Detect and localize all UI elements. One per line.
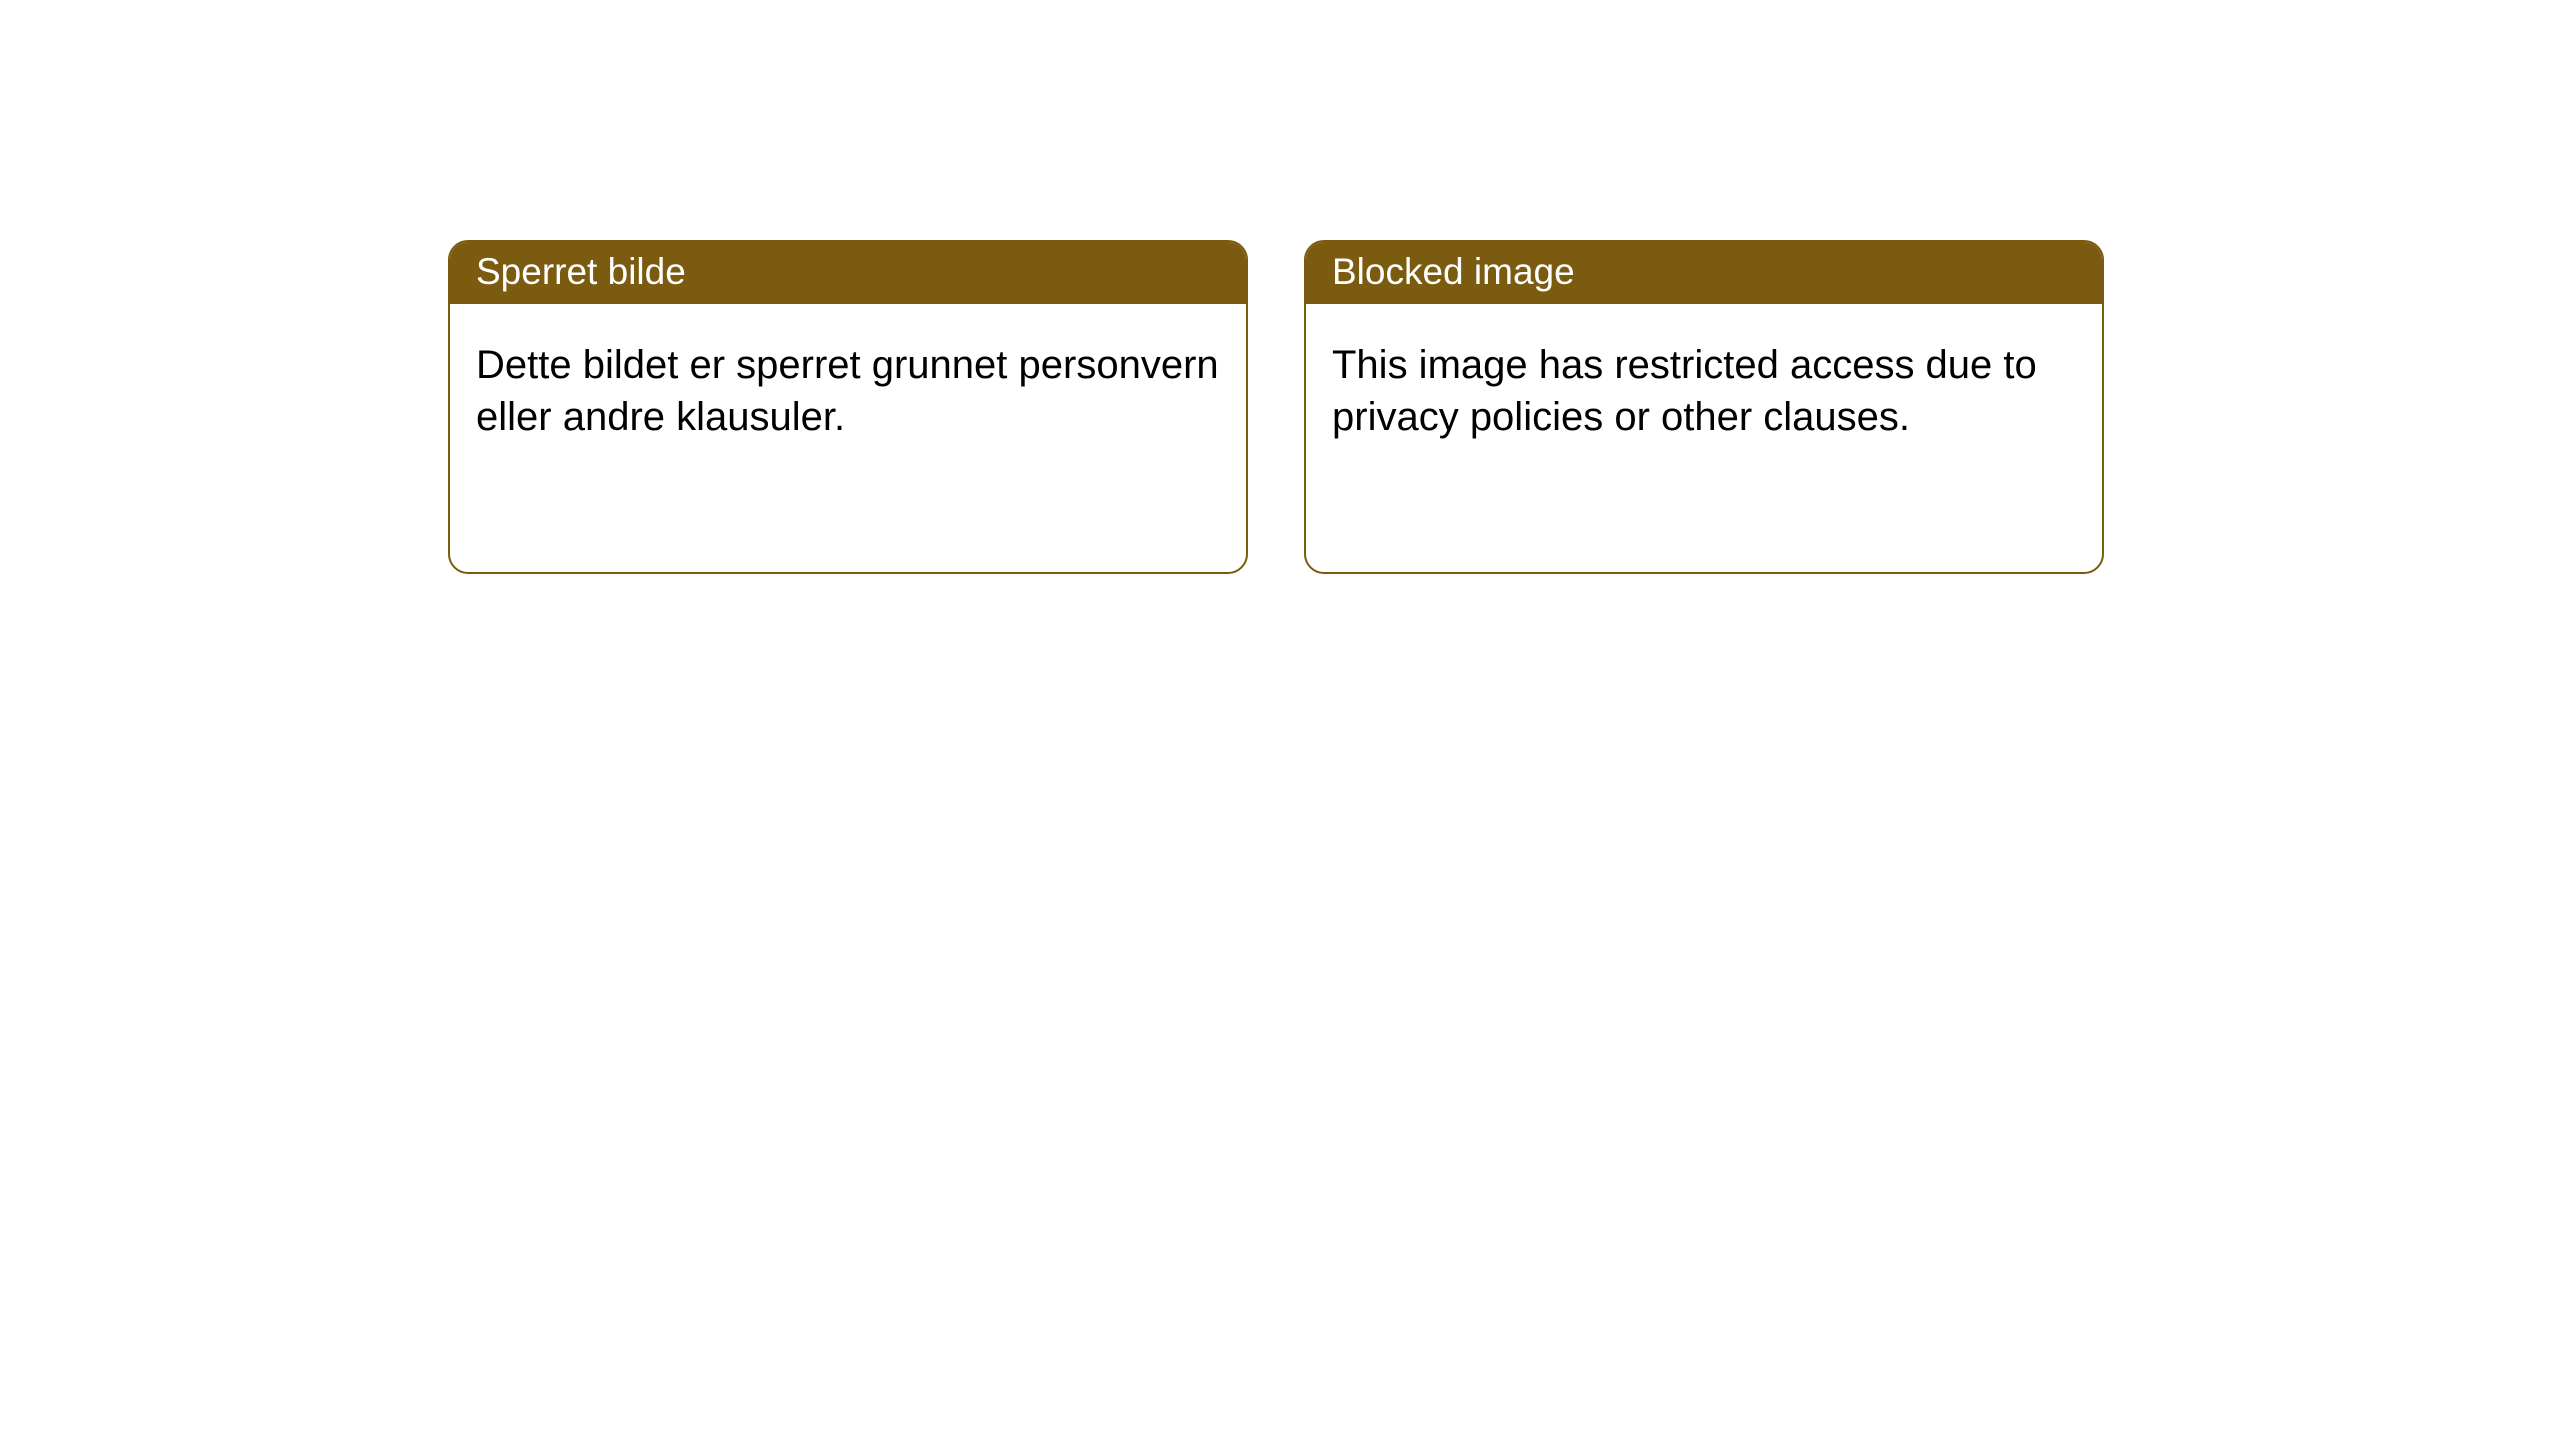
- notice-card-english: Blocked image This image has restricted …: [1304, 240, 2104, 574]
- notice-container: Sperret bilde Dette bildet er sperret gr…: [0, 0, 2560, 574]
- card-header: Sperret bilde: [450, 242, 1246, 304]
- card-header: Blocked image: [1306, 242, 2102, 304]
- card-body: Dette bildet er sperret grunnet personve…: [450, 304, 1246, 462]
- notice-card-norwegian: Sperret bilde Dette bildet er sperret gr…: [448, 240, 1248, 574]
- card-body: This image has restricted access due to …: [1306, 304, 2102, 462]
